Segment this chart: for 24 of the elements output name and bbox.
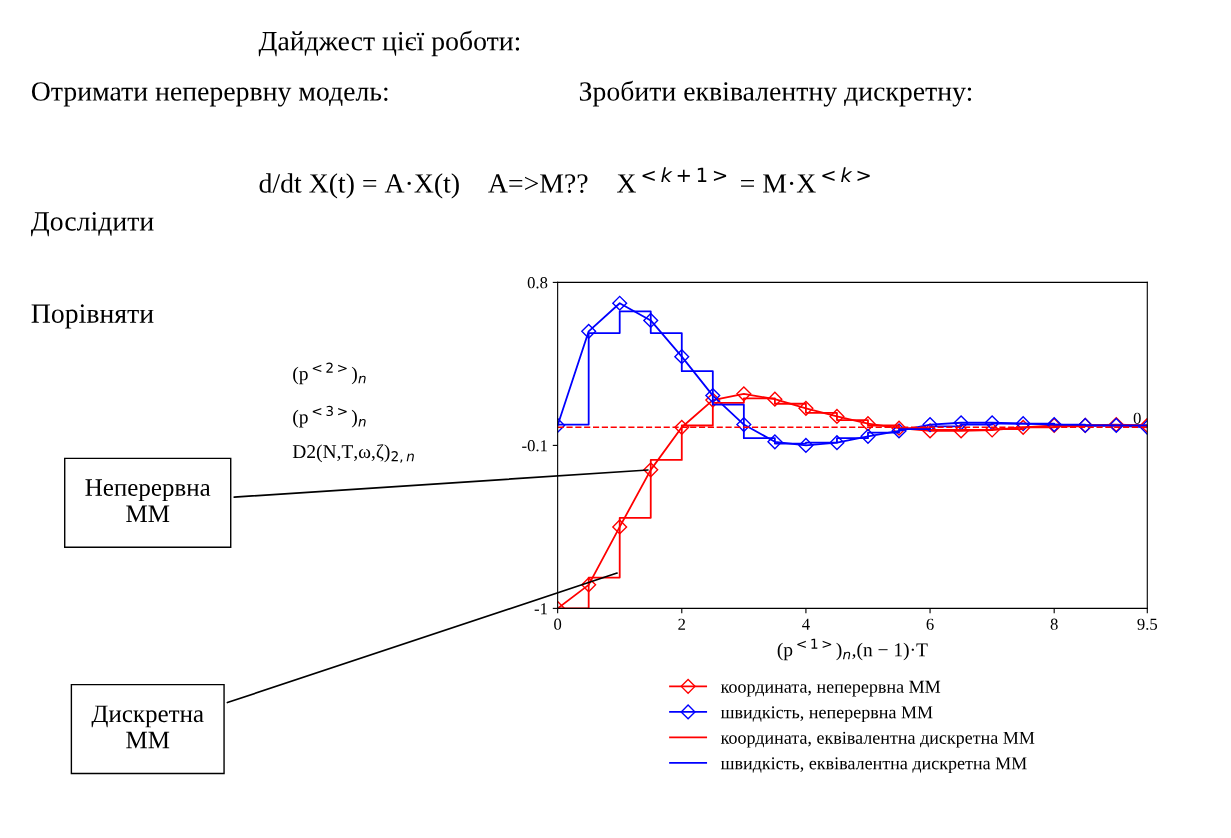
legend-label: швидкість, неперервна ММ bbox=[720, 706, 933, 723]
annotation: Неперервна ММ bbox=[85, 479, 211, 522]
chart-title: Дайджест цієї роботи: bbox=[258, 30, 520, 57]
text: (p$^{<2>}$)$_{n}$ (p$^{<3>}$)$_{n}$ D2(N,T,ω,ζ)$_{2,n}$ bbox=[292, 362, 414, 463]
x-tick-label: 0 bbox=[554, 618, 562, 630]
annotation: Дискретна ММ bbox=[91, 705, 204, 749]
ref-line-label: 0 bbox=[1133, 412, 1141, 424]
y-tick-label: -1 bbox=[534, 603, 547, 615]
text: Зробити еквівалентну дискретну: bbox=[579, 80, 972, 107]
legend-label: швидкість, еквівалентна дискретна ММ bbox=[720, 757, 1027, 774]
x-tick-label: 2 bbox=[678, 618, 686, 630]
x-tick-label: 4 bbox=[802, 618, 810, 630]
x-tick-label: 9.5 bbox=[1137, 618, 1158, 630]
x-tick-label: 8 bbox=[1050, 618, 1058, 630]
text: Порівняти bbox=[31, 304, 154, 329]
legend-label: координата, еквівалентна дискретна ММ bbox=[720, 731, 1035, 748]
text: Отримати неперервну модель: bbox=[31, 82, 388, 107]
text: Дослідити bbox=[30, 212, 154, 237]
y-tick-label: -0.1 bbox=[522, 440, 547, 452]
y-tick-label: 0.8 bbox=[527, 277, 548, 289]
legend-label: координата, неперервна ММ bbox=[720, 680, 941, 697]
x-tick-label: 6 bbox=[926, 618, 934, 630]
text: d/dt X(t) = A·X(t) A=>M?? X$^{<k+1>}$ = M·X$^{<k>}$ bbox=[259, 167, 870, 199]
x-axis-title: (p$^{<1>}$)$_{n}$,(n − 1)·T bbox=[777, 638, 928, 661]
